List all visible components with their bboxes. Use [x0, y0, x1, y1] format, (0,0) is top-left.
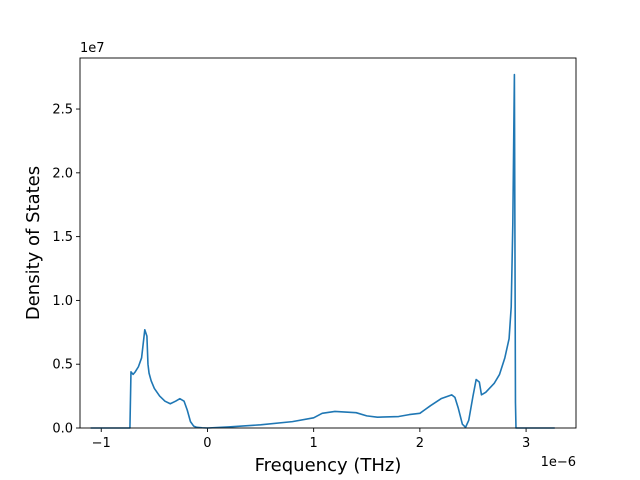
y-offset-text: 1e7 [80, 41, 105, 56]
y-tick-label: 2.5 [52, 103, 73, 118]
x-tick-label: −1 [92, 436, 111, 451]
y-tick-label: 2.0 [52, 166, 73, 181]
x-ticks: −1 0 1 2 3 [92, 428, 530, 451]
plot-frame [79, 57, 577, 429]
y-tick-label: 1.5 [52, 230, 73, 245]
x-tick-label: 1 [310, 436, 318, 451]
x-tick-label: 0 [203, 436, 211, 451]
x-axis-label: Frequency (THz) [255, 455, 402, 476]
series-line-dos [90, 73, 555, 429]
plot-area [80, 58, 576, 428]
y-ticks: 0.0 0.5 1.0 1.5 2.0 2.5 [52, 103, 80, 437]
y-tick-label: 0.0 [52, 422, 73, 437]
y-tick-label: 1.0 [52, 294, 73, 309]
y-axis-label: Density of States [23, 166, 44, 320]
y-tick-label: 0.5 [52, 358, 73, 373]
x-tick-label: 2 [416, 436, 424, 451]
x-offset-text: 1e−6 [541, 455, 576, 470]
x-tick-label: 3 [522, 436, 530, 451]
